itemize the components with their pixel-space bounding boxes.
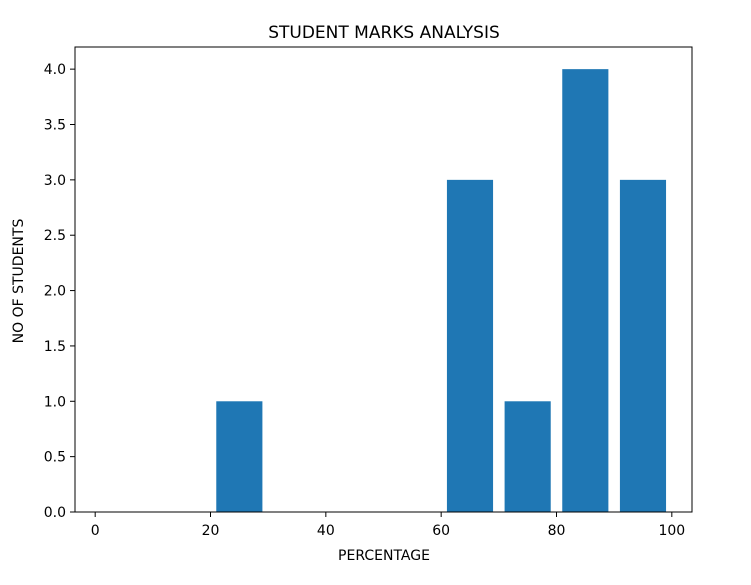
x-axis-ticks: 0 20 40 60 80 100 — [91, 512, 685, 539]
y-tick-label: 4.0 — [44, 62, 66, 78]
x-tick-label: 20 — [202, 523, 220, 539]
bar — [504, 401, 551, 512]
y-tick-label: 1.0 — [44, 394, 66, 410]
y-tick-label: 0.5 — [44, 450, 66, 466]
y-axis-title: NO OF STUDENTS — [11, 219, 27, 344]
x-tick-label: 0 — [91, 523, 100, 539]
bar — [216, 401, 263, 512]
y-tick-label: 2.5 — [44, 228, 66, 244]
bar — [619, 179, 667, 512]
x-tick-label: 80 — [548, 523, 566, 539]
chart-title: STUDENT MARKS ANALYSIS — [268, 23, 500, 43]
x-tick-label: 40 — [317, 523, 335, 539]
x-axis-title: PERCENTAGE — [338, 548, 430, 564]
plot-frame — [74, 46, 693, 513]
bars-group — [216, 69, 667, 513]
y-tick-label: 1.5 — [44, 339, 66, 355]
bar — [446, 179, 494, 512]
y-tick-label: 2.0 — [44, 284, 66, 300]
x-tick-label: 100 — [658, 523, 685, 539]
bar — [562, 69, 609, 513]
y-axis-ticks: 0.0 0.5 1.0 1.5 2.0 2.5 3.0 3.5 4.0 — [44, 62, 75, 521]
x-tick-label: 60 — [432, 523, 450, 539]
y-tick-label: 3.0 — [44, 173, 66, 189]
y-tick-label: 3.5 — [44, 118, 66, 134]
y-tick-label: 0.0 — [44, 505, 66, 521]
